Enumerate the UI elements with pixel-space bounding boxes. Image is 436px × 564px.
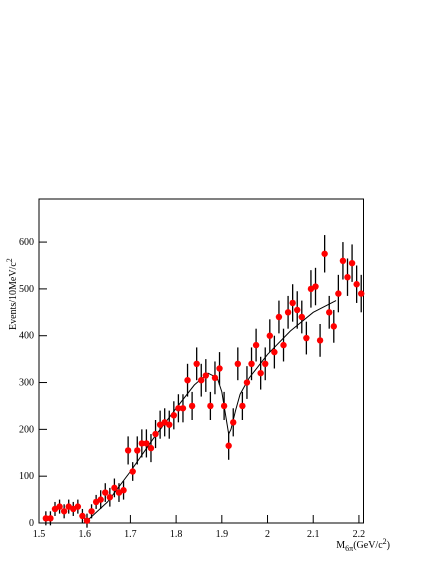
y-axis-label: Events/10MeV/c2 [5,258,19,330]
x-tick-label: 2.2 [353,529,366,540]
data-point [188,402,196,410]
x-label-sub: 6π [345,544,353,553]
data-point [252,341,260,349]
data-point [257,369,264,377]
x-tick-label: 2.1 [307,529,320,540]
data-point [198,376,205,384]
y-tick-label: 100 [19,471,34,482]
data-point [326,309,333,316]
data-point [262,360,269,368]
y-tick-label: 400 [19,331,34,342]
data-point [312,283,319,290]
data-point [170,412,178,419]
y-tick-label: 0 [29,518,34,529]
data-point [175,405,182,412]
data-point [211,374,219,382]
data-point [207,402,214,410]
y-tick-label: 600 [19,237,34,248]
data-point [316,337,324,344]
data-point [225,442,232,449]
data-point [97,496,104,503]
data-point [358,290,365,297]
data-point [166,421,173,428]
data-point [138,440,146,447]
data-point [79,512,86,520]
data-point [220,402,228,410]
data-point [266,332,274,339]
x-label-part: (GeV/c [353,540,383,551]
data-point [74,503,82,510]
data-point [129,468,136,475]
data-point [184,376,191,384]
data-point [344,273,351,281]
data-point [102,489,109,496]
data-point [353,281,360,288]
data-point [88,508,95,515]
x-tick-label: 1.8 [170,529,183,540]
plot-frame [38,198,364,524]
data-point [248,360,255,368]
data-point [60,508,68,515]
data-point [271,348,278,356]
data-point [243,379,251,386]
data-point [239,402,246,410]
data-point [47,515,54,522]
data-point [193,360,200,368]
y-label-sup: 2 [5,258,14,262]
x-tick-label: 2 [265,529,270,540]
data-point [321,250,328,257]
data-point [348,259,356,267]
data-point [303,334,310,342]
data-point [298,313,305,321]
x-tick-label: 1.5 [33,529,46,540]
data-point [152,430,159,438]
data-point [202,372,210,379]
data-point [280,341,287,349]
fit-curve [84,300,337,524]
y-tick-label: 300 [19,378,34,389]
data-point [179,405,187,412]
data-point [106,494,114,501]
y-tick-label: 200 [19,424,34,435]
data-point [83,517,91,524]
x-tick-label: 1.6 [78,529,91,540]
x-label-part: ) [387,540,390,551]
data-point [56,503,63,510]
x-label-sup: 2 [383,537,387,546]
data-point [294,306,301,314]
x-axis-label: M6π(GeV/c2) [336,537,390,553]
data-point [134,447,141,454]
y-tick-label: 500 [19,284,34,295]
data-point [120,487,127,494]
data-point [275,313,283,321]
data-point [216,365,223,372]
data-point [330,323,337,330]
data-point [147,444,155,452]
data-point [111,484,118,492]
data-point [124,447,132,454]
data-point [284,309,292,316]
data-point [143,440,150,447]
data-point [339,257,347,265]
x-tick-label: 1.7 [124,529,137,540]
data-point [289,299,296,307]
data-point [234,360,242,368]
data-point [42,515,50,522]
x-tick-label: 1.9 [216,529,229,540]
x-label-part: M [336,540,345,551]
data-point [335,290,342,297]
y-label-part: Events/10MeV/c [8,262,19,330]
data-point [230,419,237,426]
